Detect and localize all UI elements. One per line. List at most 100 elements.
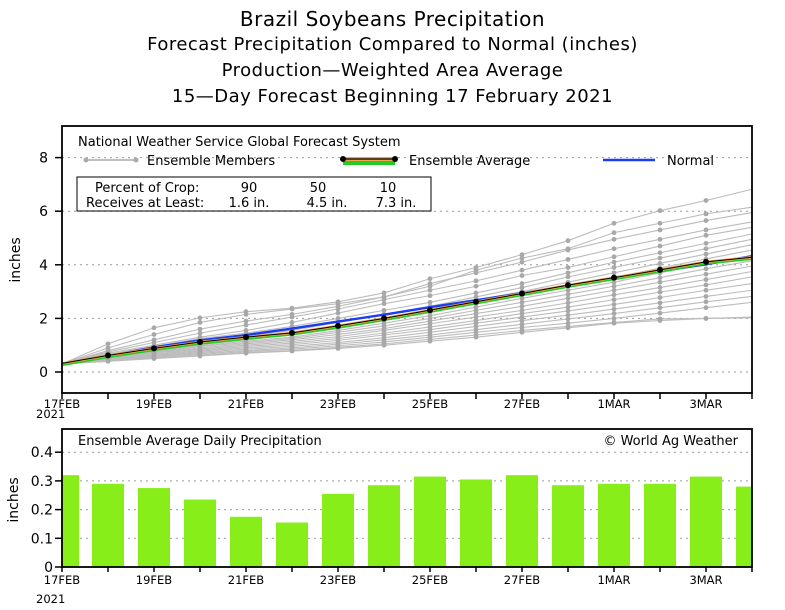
top-x-tick-23FEB: 23FEB bbox=[320, 397, 357, 411]
member-point-7-11 bbox=[519, 285, 525, 290]
member-line-6 bbox=[61, 233, 753, 365]
member-point-3-4 bbox=[197, 326, 203, 332]
chart-title-block: Brazil Soybeans Precipitation Forecast P… bbox=[0, 6, 785, 110]
bar-26FEB bbox=[460, 479, 492, 567]
member-point-16-12 bbox=[565, 312, 571, 318]
member-point-6-11 bbox=[519, 281, 525, 286]
crop-row2-label: Receives at Least: bbox=[86, 196, 204, 211]
member-line-17 bbox=[61, 295, 753, 365]
member-line-20 bbox=[61, 317, 753, 365]
legend-members-label: Ensemble Members bbox=[147, 154, 275, 169]
member-point-5-7 bbox=[335, 310, 341, 316]
crop-amount-10: 7.3 in. bbox=[376, 196, 417, 211]
bar-4MAR bbox=[736, 486, 752, 567]
member-point-7-14 bbox=[657, 255, 663, 261]
member-point-3-5 bbox=[243, 318, 249, 324]
top-x-axis: 17FEB 19FEB 21FEB 23FEB 25FEB 27FEB 1MAR 3MAR bbox=[44, 393, 753, 411]
member-point-20-7 bbox=[335, 346, 341, 351]
average-point-5 bbox=[243, 334, 249, 341]
member-point-4-8 bbox=[381, 297, 387, 303]
member-point-12-15 bbox=[703, 271, 709, 277]
member-point-4-13 bbox=[611, 246, 617, 252]
top-y-axis-label: inches bbox=[8, 237, 24, 282]
bar-17FEB bbox=[62, 475, 79, 567]
average-point-8 bbox=[381, 315, 387, 322]
member-point-17-13 bbox=[611, 311, 617, 316]
chart-subtitle-area: Production—Weighted Area Average bbox=[221, 60, 564, 81]
member-point-8-14 bbox=[657, 261, 663, 266]
member-point-11-14 bbox=[657, 275, 663, 281]
member-point-5-9 bbox=[427, 293, 433, 299]
bottom-y-axis-label: inches bbox=[6, 477, 22, 522]
bar-25FEB bbox=[414, 476, 446, 567]
member-point-16-13 bbox=[611, 306, 617, 312]
bar-1MAR bbox=[598, 483, 630, 567]
top-y-axis: 0 2 4 6 8 bbox=[39, 151, 62, 381]
member-point-2-3 bbox=[151, 332, 157, 337]
member-line-10 bbox=[61, 254, 753, 365]
member-point-13-14 bbox=[657, 285, 663, 290]
bottom-x-tick-19FEB: 19FEB bbox=[136, 573, 173, 587]
member-point-20-2 bbox=[105, 358, 111, 364]
member-point-3-13 bbox=[611, 236, 617, 242]
average-point-2 bbox=[105, 352, 111, 359]
member-line-1 bbox=[61, 188, 753, 365]
top-x-tick-3MAR: 3MAR bbox=[689, 397, 722, 411]
member-point-14-12 bbox=[565, 304, 571, 310]
bar-18FEB bbox=[92, 483, 124, 567]
member-point-17-15 bbox=[703, 299, 709, 305]
member-point-11-11 bbox=[519, 299, 525, 305]
bottom-x-tick-27FEB: 27FEB bbox=[504, 573, 541, 587]
daily-bars bbox=[62, 475, 752, 567]
member-point-12-10 bbox=[473, 311, 479, 316]
member-line-15 bbox=[61, 283, 753, 365]
member-line-14 bbox=[61, 276, 753, 365]
member-point-2-14 bbox=[657, 220, 663, 226]
member-point-17-14 bbox=[657, 305, 663, 311]
bar-20FEB bbox=[184, 499, 216, 567]
member-point-13-13 bbox=[611, 292, 617, 298]
member-point-1-11 bbox=[519, 252, 525, 258]
member-point-2-6 bbox=[289, 306, 295, 312]
member-point-2-5 bbox=[243, 311, 249, 317]
member-point-5-15 bbox=[703, 232, 709, 238]
bar-2MAR bbox=[644, 483, 676, 567]
member-point-5-10 bbox=[473, 283, 479, 289]
member-point-14-11 bbox=[519, 311, 525, 316]
top-y-tick-0: 0 bbox=[39, 365, 48, 381]
member-point-10-11 bbox=[519, 295, 525, 301]
member-point-2-11 bbox=[519, 255, 525, 261]
member-point-4-6 bbox=[289, 314, 295, 320]
top-x-tick-27FEB: 27FEB bbox=[504, 397, 541, 411]
member-point-6-10 bbox=[473, 290, 479, 296]
average-point-4 bbox=[197, 338, 203, 345]
top-y-tick-6: 6 bbox=[39, 204, 48, 220]
member-point-5-13 bbox=[611, 254, 617, 260]
crop-row1-label: Percent of Crop: bbox=[95, 181, 199, 196]
member-point-12-13 bbox=[611, 287, 617, 293]
average-point-12 bbox=[565, 282, 571, 289]
member-point-18-14 bbox=[657, 310, 663, 316]
member-point-7-15 bbox=[703, 246, 709, 252]
bottom-y-tick-0.1: 0.1 bbox=[31, 531, 53, 547]
top-x-tick-21FEB: 21FEB bbox=[228, 397, 265, 411]
bottom-gridlines bbox=[62, 451, 752, 539]
member-point-5-14 bbox=[657, 243, 663, 249]
bottom-x-tick-3MAR: 3MAR bbox=[689, 573, 722, 587]
member-point-15-11 bbox=[519, 314, 525, 320]
bar-19FEB bbox=[138, 488, 170, 567]
chart-subtitle: Forecast Precipitation Compared to Norma… bbox=[147, 34, 638, 55]
member-line-2 bbox=[61, 206, 753, 365]
member-point-1-8 bbox=[381, 290, 387, 296]
member-point-3-10 bbox=[473, 270, 479, 276]
member-point-11-12 bbox=[565, 291, 571, 297]
member-point-20-4 bbox=[197, 353, 203, 359]
member-point-20-12 bbox=[565, 325, 571, 331]
bottom-year-label: 2021 bbox=[36, 592, 65, 606]
member-point-6-14 bbox=[657, 250, 663, 256]
average-series-line bbox=[61, 256, 753, 364]
average-point-7 bbox=[335, 322, 341, 329]
member-point-13-12 bbox=[565, 300, 571, 306]
legend-normal: Normal bbox=[603, 154, 714, 169]
member-point-12-12 bbox=[565, 295, 571, 301]
